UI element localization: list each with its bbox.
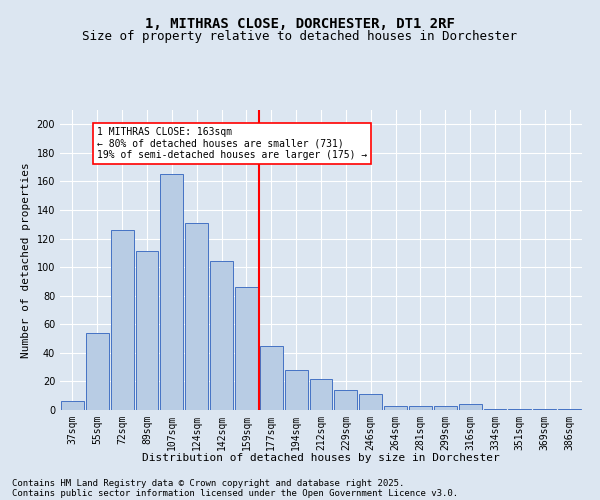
Bar xyxy=(484,408,506,410)
Bar xyxy=(111,230,134,410)
Bar xyxy=(210,262,233,410)
Bar xyxy=(185,223,208,410)
Bar xyxy=(533,408,556,410)
Bar xyxy=(359,394,382,410)
Y-axis label: Number of detached properties: Number of detached properties xyxy=(21,162,31,358)
Bar xyxy=(160,174,183,410)
Bar xyxy=(285,370,308,410)
Bar xyxy=(409,406,432,410)
Bar xyxy=(310,378,332,410)
Bar xyxy=(434,406,457,410)
Text: Contains public sector information licensed under the Open Government Licence v3: Contains public sector information licen… xyxy=(12,488,458,498)
X-axis label: Distribution of detached houses by size in Dorchester: Distribution of detached houses by size … xyxy=(142,453,500,463)
Bar xyxy=(86,333,109,410)
Bar xyxy=(508,408,531,410)
Text: 1, MITHRAS CLOSE, DORCHESTER, DT1 2RF: 1, MITHRAS CLOSE, DORCHESTER, DT1 2RF xyxy=(145,18,455,32)
Bar xyxy=(260,346,283,410)
Bar xyxy=(558,408,581,410)
Text: 1 MITHRAS CLOSE: 163sqm
← 80% of detached houses are smaller (731)
19% of semi-d: 1 MITHRAS CLOSE: 163sqm ← 80% of detache… xyxy=(97,127,368,160)
Text: Contains HM Land Registry data © Crown copyright and database right 2025.: Contains HM Land Registry data © Crown c… xyxy=(12,478,404,488)
Bar xyxy=(235,287,258,410)
Bar xyxy=(136,252,158,410)
Bar xyxy=(61,402,84,410)
Bar xyxy=(459,404,482,410)
Bar xyxy=(384,406,407,410)
Bar xyxy=(334,390,357,410)
Text: Size of property relative to detached houses in Dorchester: Size of property relative to detached ho… xyxy=(83,30,517,43)
